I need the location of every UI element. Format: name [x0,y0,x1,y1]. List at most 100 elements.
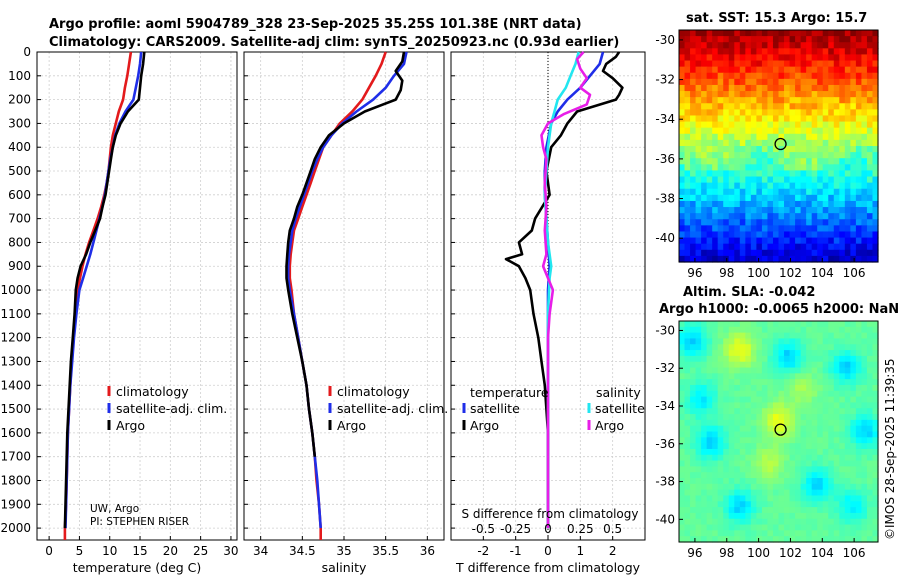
map-cell [850,219,857,226]
map-cell [855,326,863,334]
map-cell [795,103,802,110]
map-cell [706,419,713,427]
map-cell [866,237,874,245]
map-cell [833,483,840,491]
map-cell [872,384,879,392]
map-cell [833,478,840,485]
map-cell [690,419,697,427]
map-cell [739,495,746,502]
map-cell [789,437,796,444]
map-cell [784,194,791,202]
map-cell [866,48,874,56]
map-cell [811,530,818,537]
map-cell [728,36,735,43]
map-cell [684,396,691,404]
map-cell [784,530,791,537]
map-cell [833,84,840,92]
map-cell [784,367,791,374]
map-cell [717,338,724,345]
map-cell [684,326,691,334]
map-cell [850,213,857,220]
map-cell [712,188,719,196]
map-cell [811,182,818,190]
map-cell [872,536,879,543]
map-cell [761,367,769,374]
map-cell [734,152,741,159]
map-cell [723,207,730,214]
map-cell [745,437,752,444]
map-cell [855,133,863,141]
map-cell [767,115,774,123]
map-cell [866,164,874,172]
map-cell [712,176,719,184]
map-cell [761,332,769,340]
map-cell [756,146,763,153]
map-cell [850,472,857,479]
x-tick-label: -2 [477,544,489,558]
map-cell [745,431,752,438]
map-cell [844,384,851,392]
map-cell [690,207,697,214]
map-cell [728,158,735,165]
map-cell [822,384,829,392]
map-cell [772,431,780,438]
map-cell [861,231,868,239]
map-cell [822,84,829,92]
map-cell [784,326,791,334]
map-cell [784,103,791,110]
map-cell [706,225,713,233]
map-cell [767,133,774,141]
map-cell [706,431,713,438]
map-cell [806,396,813,404]
map-cell [839,207,846,214]
map-cell [866,133,874,141]
map-cell [717,507,724,514]
map-cell [734,115,741,123]
map-cell [861,139,868,147]
map-cell [822,472,829,479]
map-cell [795,466,802,473]
map-cell [855,200,863,208]
map-cell [822,109,829,117]
map-cell [844,408,851,415]
map-cell [728,207,735,214]
map-cell [778,448,785,456]
map-cell [806,384,813,392]
map-cell [833,379,840,386]
map-cell [778,460,785,467]
map-cell [811,207,818,214]
map-cell [850,66,857,74]
map-cell [712,396,719,404]
map-cell [734,231,741,239]
map-cell [701,176,708,184]
map-cell [728,219,735,226]
map-cell [850,454,857,462]
map-cell [850,231,857,239]
map-cell [861,321,868,328]
map-cell [817,115,824,123]
map-cell [767,66,774,74]
map-cell [833,36,840,43]
map-cell [756,472,763,479]
map-cell [839,121,846,129]
map-cell [844,91,851,98]
map-cell [723,60,730,68]
map-cell [728,48,735,56]
map-cell [822,243,829,251]
map-cell [756,231,763,239]
map-cell [872,466,879,473]
map-cell [739,483,746,491]
map-cell [822,231,829,239]
map-cell [739,524,746,531]
map-cell [855,419,863,427]
map-cell [833,237,840,245]
map-cell [811,408,818,415]
map-cell [712,54,719,62]
map-cell [756,213,763,220]
map-cell [789,384,796,392]
map-cell [761,213,769,220]
map-cell [706,361,713,369]
map-cell [811,367,818,374]
map-cell [690,200,697,208]
map-cell [789,176,796,184]
